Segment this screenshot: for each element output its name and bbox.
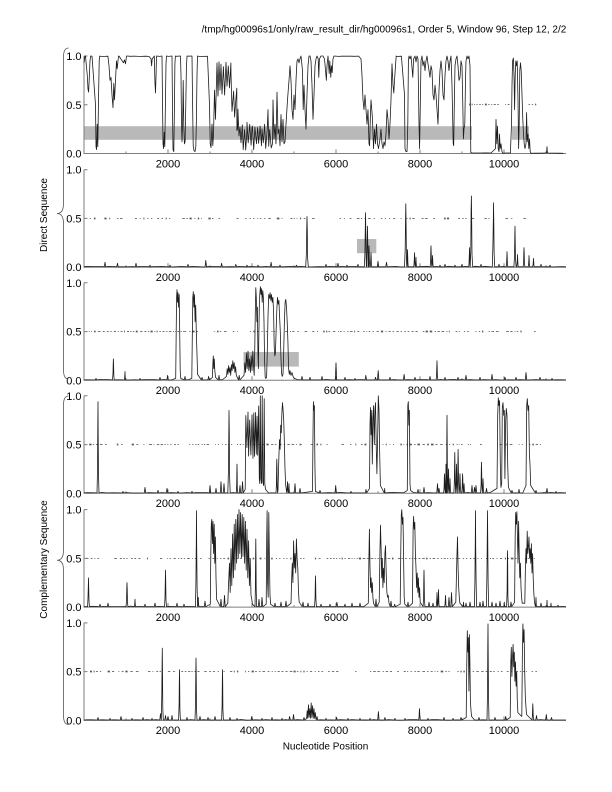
- svg-text:0.5: 0.5: [66, 667, 81, 679]
- svg-text:10000: 10000: [489, 498, 520, 510]
- svg-text:4000: 4000: [240, 385, 264, 397]
- svg-text:2000: 2000: [156, 272, 180, 284]
- svg-text:4000: 4000: [240, 725, 264, 737]
- svg-text:1.0: 1.0: [66, 505, 81, 517]
- svg-text:6000: 6000: [324, 272, 348, 284]
- svg-text:10000: 10000: [489, 612, 520, 624]
- svg-text:1.0: 1.0: [66, 165, 81, 177]
- svg-text:2000: 2000: [156, 158, 180, 170]
- svg-text:0.0: 0.0: [66, 375, 81, 387]
- svg-text:0.0: 0.0: [66, 149, 81, 161]
- svg-text:6000: 6000: [324, 612, 348, 624]
- svg-text:8000: 8000: [408, 158, 432, 170]
- svg-text:10000: 10000: [489, 725, 520, 737]
- svg-text:4000: 4000: [240, 498, 264, 510]
- svg-text:1.0: 1.0: [66, 51, 81, 63]
- svg-text:1.0: 1.0: [66, 618, 81, 630]
- svg-text:4000: 4000: [240, 612, 264, 624]
- svg-text:0.5: 0.5: [66, 100, 81, 112]
- svg-text:8000: 8000: [408, 612, 432, 624]
- svg-text:10000: 10000: [489, 385, 520, 397]
- svg-text:Complementary Sequence: Complementary Sequence: [39, 500, 50, 619]
- svg-text:0.5: 0.5: [66, 440, 81, 452]
- svg-text:2000: 2000: [156, 612, 180, 624]
- svg-text:/tmp/hg00096s1/only/raw_result: /tmp/hg00096s1/only/raw_result_dir/hg000…: [202, 25, 567, 36]
- svg-text:10000: 10000: [489, 158, 520, 170]
- svg-text:0.0: 0.0: [66, 602, 81, 614]
- svg-text:4000: 4000: [240, 272, 264, 284]
- svg-text:2000: 2000: [156, 385, 180, 397]
- svg-text:6000: 6000: [324, 725, 348, 737]
- svg-text:0.5: 0.5: [66, 213, 81, 225]
- svg-text:8000: 8000: [408, 725, 432, 737]
- svg-text:2000: 2000: [156, 725, 180, 737]
- svg-text:8000: 8000: [408, 498, 432, 510]
- svg-text:4000: 4000: [240, 158, 264, 170]
- svg-text:8000: 8000: [408, 385, 432, 397]
- svg-text:8000: 8000: [408, 272, 432, 284]
- svg-text:6000: 6000: [324, 385, 348, 397]
- svg-text:0.0: 0.0: [66, 488, 81, 500]
- svg-text:2000: 2000: [156, 498, 180, 510]
- svg-text:6000: 6000: [324, 498, 348, 510]
- svg-text:0.0: 0.0: [66, 262, 81, 274]
- svg-text:1.0: 1.0: [66, 391, 81, 403]
- svg-text:Direct Sequence: Direct Sequence: [39, 178, 50, 252]
- svg-text:Nucleotide Position: Nucleotide Position: [283, 742, 369, 753]
- svg-text:0.5: 0.5: [66, 327, 81, 339]
- svg-text:0.0: 0.0: [66, 715, 81, 727]
- svg-text:1.0: 1.0: [66, 278, 81, 290]
- svg-text:0.5: 0.5: [66, 553, 81, 565]
- svg-text:10000: 10000: [489, 272, 520, 284]
- svg-text:6000: 6000: [324, 158, 348, 170]
